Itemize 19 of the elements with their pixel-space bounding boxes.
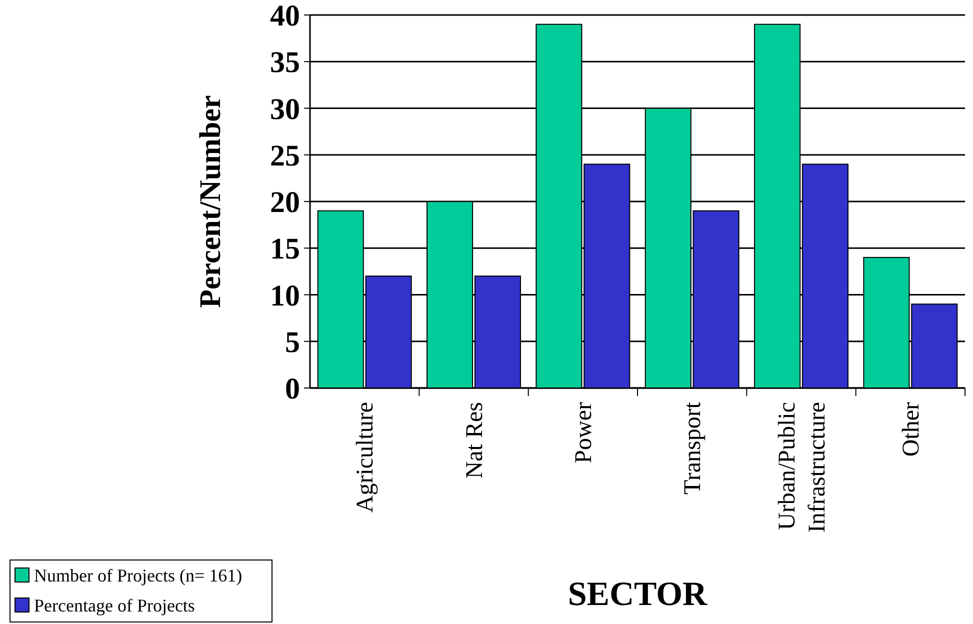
- x-axis-title: SECTOR: [568, 576, 708, 613]
- y-tick-label: 20: [270, 186, 300, 219]
- x-tick-label: Urban/Public Infrastructure: [774, 402, 830, 533]
- y-tick-label: 5: [285, 326, 300, 359]
- legend-label: Percentage of Projects: [34, 595, 195, 616]
- x-tick-label: Transport: [680, 402, 706, 494]
- y-tick-label: 35: [270, 46, 300, 80]
- y-tick-label: 40: [270, 0, 300, 32]
- y-tick-label: 30: [270, 92, 300, 126]
- x-tick-label: Nat Res: [462, 402, 488, 479]
- y-tick-label: 25: [270, 139, 300, 172]
- y-tick-label: 15: [270, 232, 300, 266]
- y-tick-label: 0: [285, 372, 300, 406]
- y-tick-label: 10: [270, 279, 300, 312]
- y-axis-title: Percent/Number: [194, 95, 227, 308]
- x-tick-label: Agriculture: [352, 402, 379, 513]
- x-tick-label: Power: [570, 402, 597, 464]
- legend-label: Number of Projects (n= 161): [34, 565, 242, 586]
- x-tick-label: Other: [898, 402, 924, 457]
